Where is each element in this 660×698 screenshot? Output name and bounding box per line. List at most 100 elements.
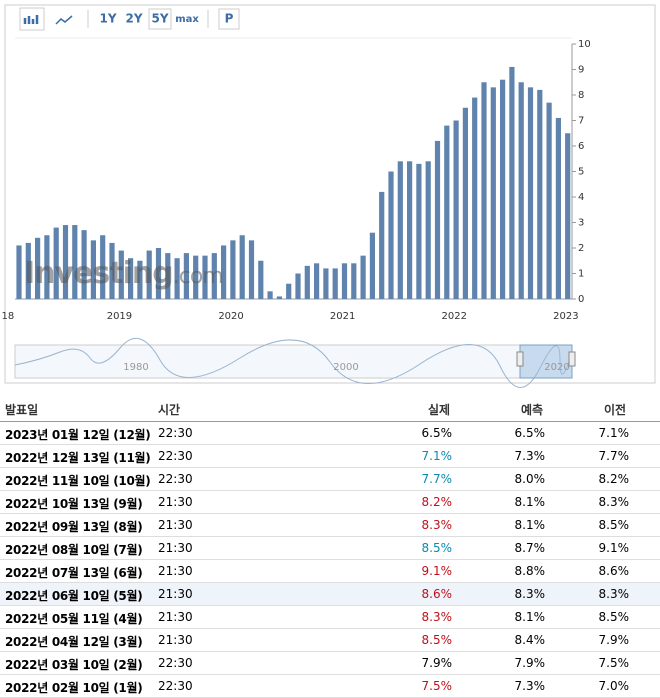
- bar: [81, 230, 87, 299]
- cell: 2022년 10월 13일 (9월): [5, 497, 143, 511]
- cell: 21:30: [158, 610, 193, 624]
- cell: 8.2%: [598, 472, 630, 486]
- range-button[interactable]: 2Y: [125, 12, 142, 26]
- p-button-label[interactable]: P: [225, 12, 234, 26]
- navigator-handle[interactable]: [568, 351, 576, 367]
- bar: [481, 82, 487, 299]
- y-tick-label: 10: [578, 39, 591, 50]
- x-tick-label: 2023: [553, 311, 578, 322]
- x-tick-label: 2019: [107, 311, 132, 322]
- y-tick-label: 9: [578, 65, 584, 76]
- bar: [62, 225, 69, 299]
- bar: [527, 87, 534, 299]
- cell: 8.3%: [598, 587, 630, 601]
- cell: 7.5%: [598, 656, 630, 670]
- table-row: 2022년 07월 13일 (6월) 21:30 9.1% 8.8% 8.6%: [0, 560, 660, 583]
- cell: 8.3%: [598, 495, 630, 509]
- navigator-selection[interactable]: [519, 344, 573, 379]
- bar: [407, 161, 413, 299]
- navigator-label: 2020: [544, 362, 569, 373]
- cell: 8.6%: [421, 587, 453, 601]
- cell: 22:30: [158, 472, 193, 486]
- table-row: 2022년 02월 10일 (1월) 22:30 7.5% 7.3% 7.0%: [0, 675, 660, 698]
- bar: [369, 232, 375, 299]
- bar: [425, 161, 431, 299]
- bar-icon: [23, 15, 39, 24]
- navigator-handle[interactable]: [516, 351, 524, 367]
- range-button[interactable]: 5Y: [151, 12, 168, 26]
- table-row: 2022년 09월 13일 (8월) 21:30 8.3% 8.1% 8.5%: [0, 514, 660, 537]
- bar: [444, 125, 450, 299]
- bar: [72, 225, 78, 299]
- cell: 7.3%: [514, 449, 546, 463]
- bar: [379, 191, 385, 299]
- bar: [100, 235, 106, 299]
- bar: [546, 102, 552, 300]
- cell: 8.7%: [514, 541, 546, 555]
- bar: [332, 268, 338, 299]
- cell: 8.3%: [514, 587, 546, 601]
- cell: 2023년 01월 12일 (12월): [5, 428, 151, 442]
- cell: 21:30: [158, 633, 193, 647]
- table-row: 2022년 11월 10일 (10월) 22:30 7.7% 8.0% 8.2%: [0, 468, 660, 491]
- table-row: 2022년 03월 10일 (2월) 22:30 7.9% 7.9% 7.5%: [0, 652, 660, 675]
- y-tick-label: 5: [578, 167, 584, 178]
- navigator-label: 2000: [333, 362, 358, 373]
- bar: [137, 260, 143, 299]
- table-row: 2022년 08월 10일 (7월) 21:30 8.5% 8.7% 9.1%: [0, 537, 660, 560]
- bar: [44, 235, 50, 299]
- cell: 7.9%: [598, 633, 630, 647]
- cell: 21:30: [158, 564, 193, 578]
- cell: 22:30: [158, 679, 193, 693]
- bar: [565, 133, 571, 299]
- cell: 2022년 12월 13일 (11월): [5, 451, 151, 465]
- bar: [146, 250, 152, 299]
- range-button[interactable]: 1Y: [99, 12, 116, 26]
- bar: [35, 237, 41, 299]
- cell: 2022년 08월 10일 (7월): [5, 543, 143, 557]
- y-tick-label: 8: [578, 90, 584, 101]
- bar: [472, 97, 478, 299]
- cell: 7.1%: [421, 449, 453, 463]
- cell: 21:30: [158, 495, 193, 509]
- cell: 7.3%: [514, 679, 546, 693]
- cell: 8.3%: [421, 610, 453, 624]
- bar: [258, 260, 264, 299]
- bar: [16, 245, 22, 299]
- table-row: 2023년 01월 12일 (12월) 22:30 6.5% 6.5% 7.1%: [0, 422, 660, 445]
- y-tick-label: 0: [578, 294, 584, 305]
- cell: 7.9%: [421, 656, 453, 670]
- cell: 8.5%: [421, 541, 453, 555]
- table-header: 발표일 시간 실제 예측 이전: [0, 397, 660, 422]
- cell: 2022년 05월 11일 (4월): [5, 612, 143, 626]
- cell: 22:30: [158, 449, 193, 463]
- bar: [518, 82, 524, 299]
- bar: [314, 263, 320, 299]
- navigator-label: 1980: [123, 362, 148, 373]
- cell: 8.8%: [514, 564, 546, 578]
- line-chart-button[interactable]: [55, 15, 73, 25]
- range-button[interactable]: max: [175, 14, 199, 25]
- table-row: 2022년 12월 13일 (11월) 22:30 7.1% 7.3% 7.7%: [0, 445, 660, 468]
- cell: 7.1%: [598, 426, 630, 440]
- watermark-suffix: .com: [173, 264, 223, 289]
- bar: [416, 163, 422, 299]
- cell: 21:30: [158, 518, 193, 532]
- cell: 7.5%: [421, 679, 453, 693]
- cell: 9.1%: [421, 564, 453, 578]
- range-active: [148, 8, 172, 30]
- bar: [351, 263, 357, 299]
- cell: 8.1%: [514, 518, 546, 532]
- cell: 2022년 09월 13일 (8월): [5, 520, 143, 534]
- cell: 8.0%: [514, 472, 546, 486]
- x-tick-label: 2020: [218, 311, 243, 322]
- bar: [537, 89, 543, 300]
- bar: [360, 255, 366, 299]
- bar: [25, 242, 31, 299]
- bar: [388, 171, 394, 299]
- bar: [286, 283, 292, 299]
- cell: 2022년 07월 13일 (6월): [5, 566, 143, 580]
- bar: [509, 66, 515, 299]
- bar: [90, 240, 96, 299]
